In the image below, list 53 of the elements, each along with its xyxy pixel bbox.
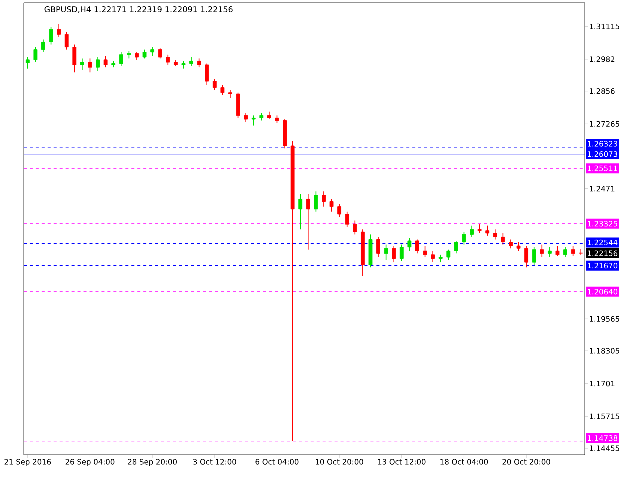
candlestick — [548, 246, 552, 258]
candlestick — [80, 58, 84, 70]
candlestick — [236, 92, 240, 119]
candlestick — [220, 84, 225, 96]
candlestick — [314, 191, 318, 212]
candlestick — [392, 246, 396, 263]
candlestick — [166, 54, 170, 66]
candlestick — [423, 246, 428, 258]
candlestick — [64, 32, 69, 50]
candlestick — [493, 229, 498, 240]
candlestick — [345, 211, 350, 228]
candlestick — [376, 236, 380, 258]
candlestick — [57, 24, 62, 38]
candlestick — [564, 246, 568, 258]
candlestick — [540, 244, 544, 258]
candlestick — [462, 232, 466, 246]
candlestick — [486, 225, 490, 236]
candlestick — [26, 57, 30, 70]
candlestick — [579, 248, 584, 256]
candlestick — [338, 204, 342, 218]
candlestick — [49, 26, 54, 46]
candlestick — [501, 233, 506, 246]
candlestick — [158, 48, 162, 60]
candlestick — [353, 220, 358, 236]
candlestick — [446, 249, 451, 260]
candlestick — [252, 115, 256, 126]
candlestick — [330, 198, 334, 212]
candlestick — [34, 46, 38, 63]
candlestick — [72, 44, 77, 74]
candlestick — [228, 90, 232, 98]
candlestick — [470, 225, 474, 238]
candlestick — [322, 191, 326, 208]
candlestick — [438, 254, 443, 263]
candlestick — [408, 238, 412, 252]
candlestick — [42, 39, 46, 53]
candlestick — [205, 63, 210, 86]
candlestick — [524, 246, 529, 268]
candlestick — [104, 56, 108, 68]
candlestick — [400, 244, 404, 262]
candlestick — [454, 240, 458, 254]
candlestick — [384, 244, 388, 260]
candlestick — [532, 246, 536, 266]
candlestick — [416, 239, 420, 254]
candlestick — [112, 60, 116, 68]
candlestick — [571, 246, 576, 257]
candlestick — [298, 194, 303, 230]
candlestick — [88, 58, 92, 74]
candlestick — [431, 250, 436, 263]
candlestick — [119, 52, 124, 67]
candlestick — [306, 194, 310, 250]
candlestick — [212, 78, 217, 91]
candlestick — [556, 246, 560, 257]
candlestick — [96, 57, 100, 72]
